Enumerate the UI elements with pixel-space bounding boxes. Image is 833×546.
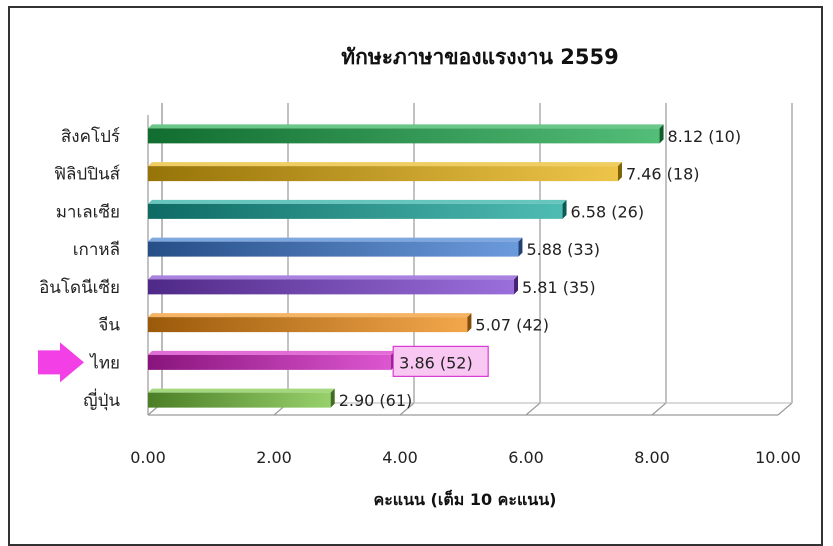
arrow-icon <box>38 342 84 383</box>
data-label: 8.12 (10) <box>668 127 742 146</box>
category-label: สิงคโปร์ <box>61 126 120 147</box>
bar-1 <box>148 124 664 144</box>
bar-4 <box>148 237 523 257</box>
data-label: 2.90 (61) <box>339 391 413 410</box>
bars <box>148 124 664 408</box>
bar-6 <box>148 313 472 333</box>
x-tick-label: 6.00 <box>508 448 544 467</box>
x-tick-label: 0.00 <box>130 448 166 467</box>
category-label: มาเลเซีย <box>56 202 120 222</box>
bar-8 <box>148 388 335 408</box>
x-axis-label: คะแนน (เต็ม 10 คะแนน) <box>374 488 557 509</box>
bar-7 <box>148 350 396 370</box>
bar-3 <box>148 199 567 219</box>
category-labels: สิงคโปร์ฟิลิปปินส์มาเลเซียเกาหลีอินโดนีเ… <box>39 126 121 411</box>
x-tick-label: 10.00 <box>755 448 801 467</box>
x-tick-label: 4.00 <box>382 448 418 467</box>
gridline-depth <box>399 402 415 416</box>
chart-title: ทักษะภาษาของแรงงาน 2559 <box>341 45 618 69</box>
highlight-label-box <box>392 345 489 377</box>
data-label: 3.86 (52) <box>399 353 473 372</box>
x-tick-labels: 0.00 2.00 4.00 6.00 8.00 10.00 <box>130 448 801 467</box>
data-label: 5.07 (42) <box>475 316 549 335</box>
data-labels: 8.12 (10) 7.46 (18) 6.58 (26) 5.88 (33) 5.81… <box>339 127 741 410</box>
bar-chart: ทักษะภาษาของแรงงาน 2559 สิงคโปร์ฟิลิปปิน… <box>38 45 801 509</box>
category-label: อินโดนีเซีย <box>39 277 120 298</box>
gridline-depth <box>651 402 667 416</box>
category-label: จีน <box>98 316 120 336</box>
bar-5 <box>148 275 519 295</box>
highlight-arrow <box>38 342 84 383</box>
category-label: ญี่ปุ่น <box>83 388 120 411</box>
data-label: 5.81 (35) <box>522 278 596 297</box>
data-label: 6.58 (26) <box>571 202 645 221</box>
gridline-depth <box>525 402 541 416</box>
category-label: ฟิลิปปินส์ <box>54 165 121 185</box>
data-label: 5.88 (33) <box>526 240 600 259</box>
category-label: ไทย <box>88 352 120 373</box>
gridline-depth <box>777 402 793 416</box>
x-tick-label: 2.00 <box>256 448 292 467</box>
x-tick-label: 8.00 <box>634 448 670 467</box>
bar-2 <box>148 162 622 182</box>
category-label: เกาหลี <box>73 240 120 260</box>
data-label: 7.46 (18) <box>626 165 700 184</box>
